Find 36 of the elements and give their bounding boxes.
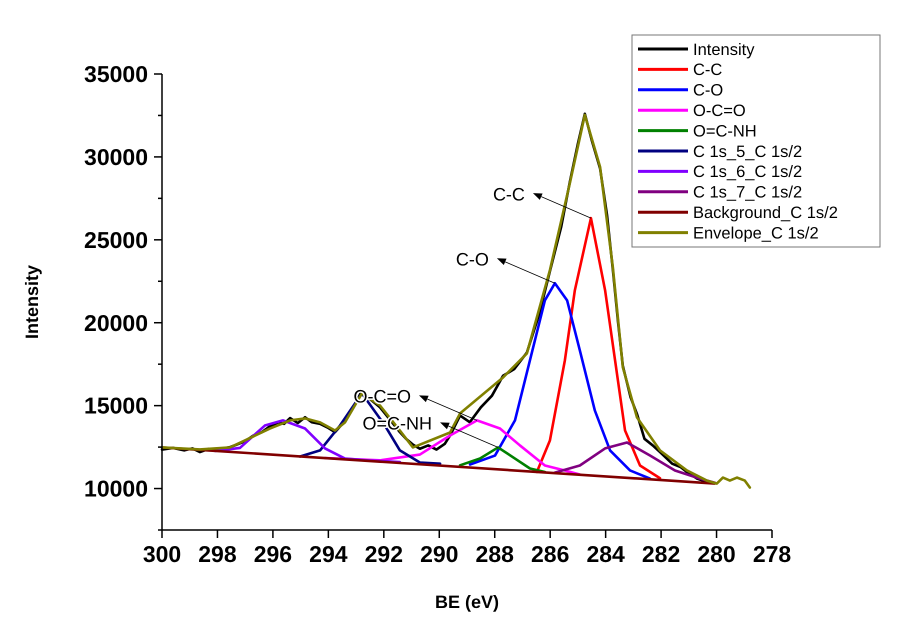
x-tick-label: 294 [309, 541, 348, 567]
y-tick-label: 25000 [84, 226, 148, 253]
line-series [536, 216, 662, 480]
x-tick-label: 284 [586, 541, 626, 567]
x-tick-label: 288 [476, 541, 514, 567]
legend-label: O-C=O [693, 102, 746, 120]
legend-label: Background_C 1s/2 [693, 204, 838, 222]
x-tick-label: 292 [364, 541, 404, 567]
x-axis-title: BE (eV) [434, 592, 500, 612]
x-tick-label: 282 [642, 541, 680, 567]
x-tick-label: 280 [697, 541, 736, 567]
legend-label: C-O [693, 82, 724, 100]
legend-label: C-C [693, 61, 722, 80]
x-tick-label: 286 [530, 541, 570, 567]
line-series [458, 446, 546, 474]
y-tick-label: 30000 [84, 144, 148, 170]
y-tick-label: 20000 [84, 310, 148, 336]
y-axis-title: Intensity [22, 264, 42, 340]
annotation: C-O [456, 250, 489, 270]
x-tick-label: 296 [254, 541, 292, 567]
legend-label: O=C-NH [693, 122, 757, 140]
line-series [554, 441, 716, 484]
legend-label: C 1s_5_C 1s/2 [693, 142, 802, 161]
line-series [468, 282, 652, 480]
x-tick-label: 290 [420, 541, 458, 567]
x-tick-label: 300 [142, 541, 182, 567]
legend-label: C 1s_7_C 1s/2 [693, 184, 802, 202]
annotation: C-C [492, 184, 525, 204]
x-tick-label: 278 [752, 541, 792, 567]
y-tick-label: 15000 [84, 392, 148, 419]
y-tick-label: 10000 [84, 476, 148, 502]
y-tick-label: 35000 [84, 61, 148, 88]
legend-label: Envelope_C 1s/2 [693, 224, 819, 242]
x-tick-label: 298 [198, 541, 237, 567]
legend-label: Intensity [693, 40, 756, 59]
legend-label: C 1s_6_C 1s/2 [693, 163, 802, 182]
